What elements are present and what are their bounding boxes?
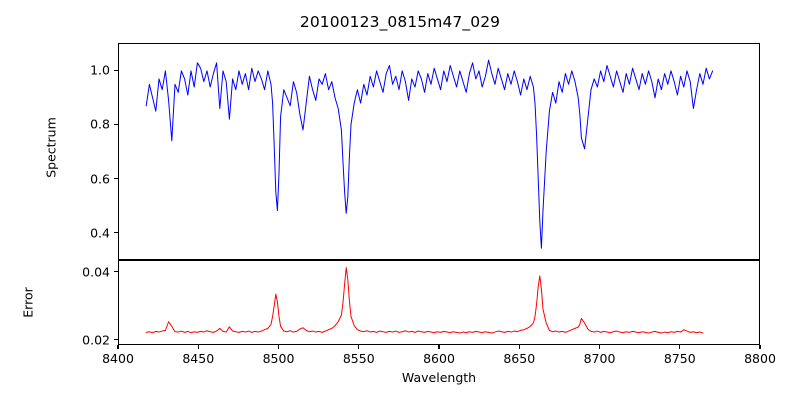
y-tick-label-spectrum: 0.8: [90, 116, 110, 132]
spectrum-data-line: [146, 60, 712, 248]
y-tick-mark-error: [114, 339, 118, 341]
y-tick-label-spectrum: 0.6: [90, 171, 110, 187]
error-plot-panel: [118, 260, 760, 345]
x-tick-mark: [277, 345, 280, 349]
x-tick-mark: [358, 345, 360, 349]
error-y-axis-label: Error: [20, 287, 36, 318]
y-tick-mark-error: [114, 271, 118, 273]
y-tick-mark-spectrum: [114, 232, 118, 234]
y-tick-label-error: 0.02: [82, 332, 110, 348]
spectrum-trace-svg: [119, 44, 759, 259]
error-trace-svg: [119, 261, 759, 344]
x-tick-label: 8650: [503, 351, 536, 366]
y-tick-label-spectrum: 0.4: [90, 225, 110, 241]
spectrum-y-axis-label: Spectrum: [43, 117, 59, 178]
y-tick-mark-spectrum: [114, 123, 118, 125]
x-tick-mark: [117, 345, 119, 349]
x-tick-mark: [438, 345, 440, 349]
x-tick-label: 8500: [262, 351, 295, 366]
figure-title: 20100123_0815m47_029: [299, 13, 501, 31]
y-tick-mark-spectrum: [114, 69, 118, 71]
spectrum-plot-panel: [118, 43, 760, 260]
x-tick-label: 8550: [342, 351, 375, 366]
x-tick-mark: [679, 345, 681, 349]
error-data-line: [146, 268, 703, 333]
x-tick-label: 8600: [423, 351, 455, 366]
x-tick-mark: [518, 345, 520, 349]
y-tick-mark-spectrum: [114, 178, 118, 180]
y-tick-label-error: 0.04: [82, 264, 110, 280]
x-tick-mark: [759, 345, 761, 349]
x-tick-label: 8450: [182, 351, 215, 366]
x-tick-mark: [197, 345, 199, 349]
y-tick-label-spectrum: 1.0: [90, 62, 110, 78]
x-tick-label: 8750: [663, 351, 696, 366]
x-tick-label: 8800: [744, 351, 776, 366]
x-tick-label: 8700: [583, 351, 616, 366]
x-tick-label: 8400: [102, 351, 134, 366]
x-axis-label: Wavelength: [401, 370, 477, 385]
x-tick-mark: [598, 345, 601, 349]
